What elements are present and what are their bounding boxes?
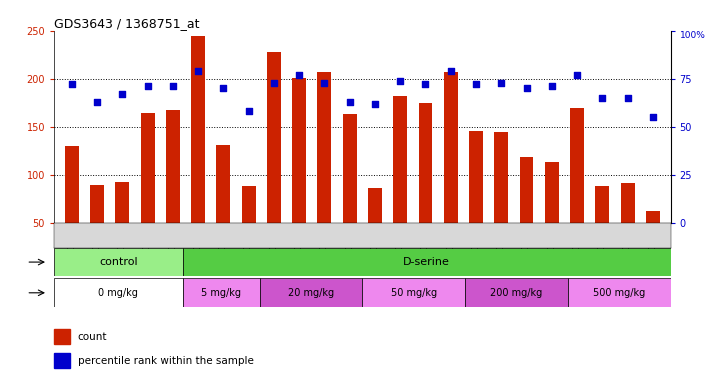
Point	[218, 85, 229, 91]
Point	[647, 114, 658, 120]
Point	[268, 79, 280, 86]
Point	[495, 79, 507, 86]
Bar	[54, 278, 182, 307]
Point	[521, 85, 532, 91]
Bar	[54, 353, 70, 368]
Text: 50 mg/kg: 50 mg/kg	[391, 288, 437, 298]
Bar	[362, 278, 465, 307]
Bar	[465, 278, 567, 307]
Bar	[469, 131, 483, 271]
Point	[117, 91, 128, 97]
Bar	[570, 108, 584, 271]
Point	[622, 95, 633, 101]
Point	[193, 68, 204, 74]
Point	[92, 99, 103, 105]
Bar	[342, 114, 357, 271]
Text: 200 mg/kg: 200 mg/kg	[490, 288, 542, 298]
Bar	[166, 111, 180, 271]
Bar	[90, 185, 104, 271]
Bar	[368, 188, 382, 271]
Bar	[260, 278, 362, 307]
Bar	[646, 211, 660, 271]
Bar	[54, 329, 70, 344]
Text: 0 mg/kg: 0 mg/kg	[98, 288, 138, 298]
Bar	[182, 248, 671, 276]
Point	[420, 81, 431, 88]
Text: 5 mg/kg: 5 mg/kg	[201, 288, 241, 298]
Text: 500 mg/kg: 500 mg/kg	[593, 288, 645, 298]
Bar	[393, 96, 407, 271]
Bar	[216, 145, 230, 271]
Bar	[545, 162, 559, 271]
Point	[142, 83, 154, 89]
Bar	[495, 131, 508, 271]
Point	[66, 81, 78, 88]
Bar	[242, 186, 255, 271]
Bar	[141, 113, 154, 271]
Text: 100%: 100%	[680, 31, 706, 40]
Text: GDS3643 / 1368751_at: GDS3643 / 1368751_at	[54, 17, 200, 30]
Bar	[317, 72, 332, 271]
Bar	[621, 184, 634, 271]
Bar	[191, 36, 205, 271]
Point	[319, 79, 330, 86]
Bar	[418, 103, 433, 271]
Text: control: control	[99, 257, 138, 267]
Text: 20 mg/kg: 20 mg/kg	[288, 288, 334, 298]
Point	[293, 72, 305, 78]
Point	[546, 83, 557, 89]
Point	[394, 78, 406, 84]
Bar	[520, 157, 534, 271]
Text: percentile rank within the sample: percentile rank within the sample	[78, 356, 254, 366]
Point	[167, 83, 179, 89]
Bar	[65, 146, 79, 271]
Point	[369, 101, 381, 107]
Bar	[596, 186, 609, 271]
Point	[571, 72, 583, 78]
Point	[243, 108, 255, 114]
Point	[344, 99, 355, 105]
Bar	[292, 78, 306, 271]
Bar	[54, 248, 182, 276]
Text: D-serine: D-serine	[403, 257, 450, 267]
Bar	[567, 278, 671, 307]
Bar	[115, 182, 129, 271]
Text: count: count	[78, 331, 107, 341]
Point	[445, 68, 456, 74]
Bar	[182, 278, 260, 307]
Bar	[267, 52, 280, 271]
Point	[470, 81, 482, 88]
Point	[596, 95, 608, 101]
Bar	[444, 72, 458, 271]
